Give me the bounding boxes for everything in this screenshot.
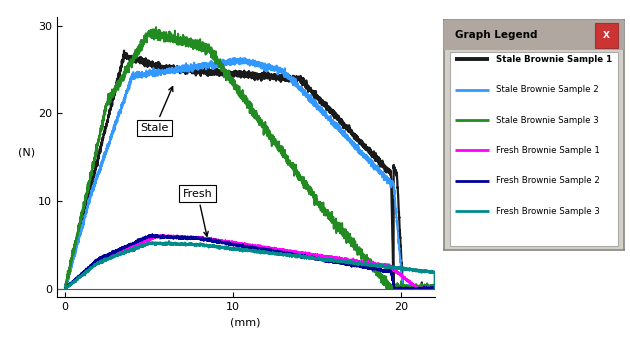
Text: Fresh Brownie Sample 1: Fresh Brownie Sample 1 bbox=[496, 146, 600, 155]
FancyBboxPatch shape bbox=[450, 52, 618, 245]
Text: Stale Brownie Sample 1: Stale Brownie Sample 1 bbox=[496, 55, 612, 64]
FancyBboxPatch shape bbox=[444, 20, 624, 50]
FancyBboxPatch shape bbox=[595, 23, 618, 48]
Text: Graph Legend: Graph Legend bbox=[455, 30, 537, 40]
Text: Fresh Brownie Sample 2: Fresh Brownie Sample 2 bbox=[496, 176, 600, 185]
Text: Fresh Brownie Sample 3: Fresh Brownie Sample 3 bbox=[496, 207, 600, 216]
X-axis label: (mm): (mm) bbox=[231, 318, 261, 328]
Text: Fresh: Fresh bbox=[183, 189, 212, 236]
Text: X: X bbox=[603, 31, 610, 40]
Text: Stale: Stale bbox=[140, 87, 173, 133]
Y-axis label: (N): (N) bbox=[18, 147, 35, 157]
Text: Stale Brownie Sample 3: Stale Brownie Sample 3 bbox=[496, 116, 599, 124]
Text: Stale Brownie Sample 2: Stale Brownie Sample 2 bbox=[496, 85, 599, 94]
